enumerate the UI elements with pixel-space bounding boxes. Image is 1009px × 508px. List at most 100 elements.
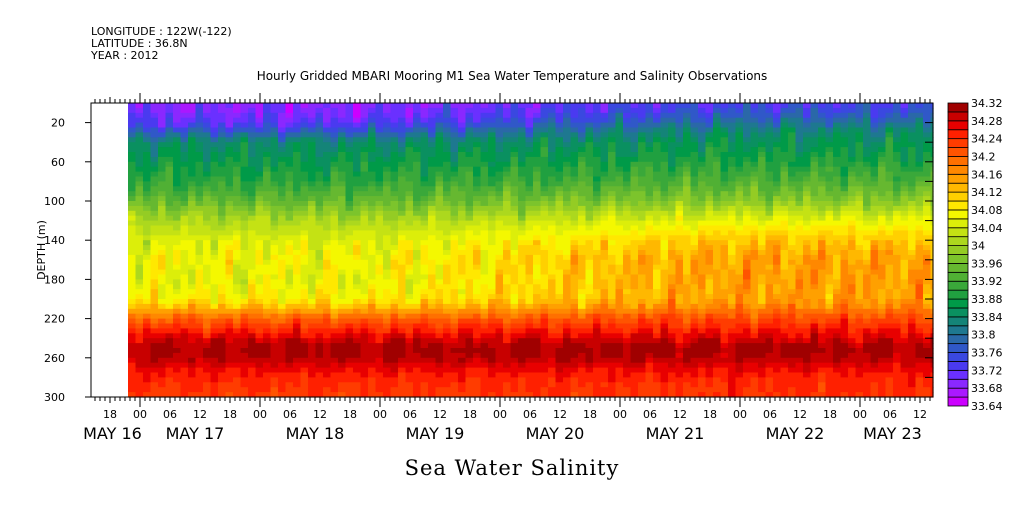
heatmap-cell — [570, 205, 579, 212]
heatmap-cell — [188, 235, 197, 241]
heatmap-cell — [255, 352, 264, 359]
heatmap-cell — [450, 367, 459, 374]
heatmap-cell — [465, 186, 474, 192]
heatmap-cell — [323, 117, 332, 124]
heatmap-cell — [615, 103, 624, 109]
heatmap-cell — [630, 289, 639, 295]
heatmap-cell — [390, 220, 399, 227]
heatmap-cell — [263, 166, 272, 173]
heatmap-cell — [488, 274, 497, 280]
heatmap-cell — [270, 367, 279, 374]
heatmap-cell — [225, 279, 234, 285]
heatmap-cell — [623, 107, 632, 114]
heatmap-cell — [623, 392, 632, 398]
heatmap-cell — [563, 161, 572, 168]
heatmap-cell — [615, 362, 624, 369]
heatmap-cell — [225, 367, 234, 374]
heatmap-cell — [510, 161, 519, 168]
heatmap-cell — [158, 201, 167, 207]
heatmap-cell — [165, 289, 174, 295]
heatmap-cell — [743, 333, 752, 339]
heatmap-cell — [218, 264, 227, 271]
heatmap-cell — [585, 357, 594, 364]
heatmap-cell — [585, 299, 594, 305]
heatmap-cell — [300, 235, 309, 241]
heatmap-cell — [180, 215, 189, 222]
heatmap-cell — [128, 127, 137, 133]
heatmap-cell — [600, 147, 609, 153]
heatmap-cell — [630, 303, 639, 310]
heatmap-cell — [728, 215, 737, 222]
heatmap-cell — [240, 186, 249, 192]
heatmap-cell — [690, 230, 699, 236]
heatmap-cell — [518, 210, 527, 217]
heatmap-cell — [675, 235, 684, 241]
heatmap-cell — [293, 196, 302, 202]
heatmap-cell — [293, 313, 302, 320]
heatmap-cell — [435, 328, 444, 334]
heatmap-cell — [143, 166, 152, 173]
heatmap-cell — [128, 289, 137, 295]
heatmap-cell — [233, 372, 242, 378]
heatmap-cell — [368, 303, 377, 310]
heatmap-cell — [608, 196, 617, 202]
heatmap-cell — [143, 308, 152, 315]
heatmap-cell — [240, 215, 249, 222]
heatmap-cell — [338, 107, 347, 114]
heatmap-cell — [608, 269, 617, 276]
heatmap-cell — [653, 156, 662, 163]
heatmap-cell — [705, 142, 714, 148]
heatmap-cell — [210, 181, 219, 187]
heatmap-cell — [713, 152, 722, 158]
heatmap-cell — [390, 259, 399, 266]
heatmap-cell — [233, 294, 242, 300]
heatmap-cell — [240, 254, 249, 261]
heatmap-cell — [308, 264, 317, 271]
heatmap-cell — [743, 196, 752, 202]
heatmap-cell — [510, 382, 519, 388]
heatmap-cell — [585, 161, 594, 168]
heatmap-cell — [383, 367, 392, 374]
heatmap-cell — [630, 308, 639, 315]
heatmap-cell — [630, 156, 639, 163]
heatmap-cell — [488, 348, 497, 354]
heatmap-cell — [345, 333, 354, 339]
heatmap-cell — [203, 279, 212, 285]
heatmap-cell — [270, 117, 279, 124]
heatmap-cell — [210, 259, 219, 266]
heatmap-cell — [315, 156, 324, 163]
heatmap-cell — [623, 147, 632, 153]
heatmap-cell — [345, 343, 354, 349]
heatmap-cell — [720, 274, 729, 280]
heatmap-cell — [353, 181, 362, 187]
heatmap-cell — [473, 205, 482, 212]
heatmap-cell — [330, 205, 339, 212]
heatmap-cell — [458, 107, 467, 114]
heatmap-cell — [510, 308, 519, 315]
heatmap-cell — [308, 333, 317, 339]
heatmap-cell — [128, 117, 137, 124]
heatmap-cell — [308, 225, 317, 231]
heatmap-cell — [480, 122, 489, 129]
heatmap-cell — [405, 230, 414, 236]
heatmap-cell — [705, 382, 714, 388]
heatmap-cell — [690, 377, 699, 383]
heatmap-cell — [323, 313, 332, 320]
heatmap-cell — [720, 338, 729, 344]
heatmap-cell — [428, 122, 437, 129]
heatmap-cell — [225, 235, 234, 241]
heatmap-cell — [210, 137, 219, 143]
heatmap-cell — [150, 308, 159, 315]
heatmap-cell — [435, 215, 444, 222]
heatmap-cell — [495, 191, 504, 197]
heatmap-cell — [225, 112, 234, 119]
heatmap-cell — [405, 313, 414, 320]
heatmap-cell — [270, 107, 279, 114]
heatmap-cell — [743, 318, 752, 325]
heatmap-cell — [323, 191, 332, 197]
heatmap-cell — [653, 127, 662, 133]
heatmap-cell — [653, 352, 662, 359]
heatmap-cell — [180, 367, 189, 374]
heatmap-cell — [293, 181, 302, 187]
heatmap-cell — [675, 132, 684, 138]
